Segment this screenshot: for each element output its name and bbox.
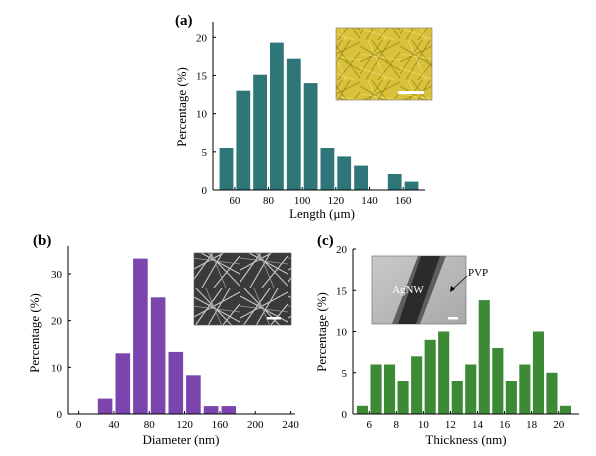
panel-c-ytick-label: 15: [336, 285, 348, 297]
panel-c-xtick-label: 6: [366, 419, 372, 431]
panel-a-bar-6: [320, 148, 335, 190]
panel-c-scale-bar: [448, 317, 458, 320]
panel-c-bar-5: [424, 339, 436, 415]
panel-a-xtick-label: 140: [361, 195, 378, 207]
panel-c-ticks: 6 8 10 12 14 16 18 20 0 5 10 15 20: [336, 244, 565, 431]
panel-c-bar-6: [438, 331, 450, 414]
panel-a-bar-0: [219, 148, 234, 190]
panel-c-bar-3: [397, 381, 409, 414]
inset-label-pvp: PVP: [468, 267, 488, 279]
panel-c-bar-10: [492, 348, 504, 414]
panel-b-xtick-label: 40: [108, 419, 120, 431]
panel-c-thickness-histogram: (c) 6 8 10 12 14 16 18 20 0 5 10 15 20 Thickness (nm…: [314, 233, 579, 447]
panel-a-bar-7: [337, 156, 352, 190]
panel-c-ytick-label: 20: [336, 244, 348, 256]
panel-c-xtick-label: 16: [499, 419, 511, 431]
panel-c-bar-9: [478, 300, 490, 414]
panel-a-bars: [219, 42, 419, 191]
panel-a-xtick-label: 100: [294, 195, 311, 207]
panel-b-xtick-label: 80: [144, 419, 156, 431]
panel-c-bar-0: [356, 405, 368, 415]
panel-b-bar-6: [203, 406, 219, 414]
panel-c-bar-14: [546, 372, 558, 415]
panel-a-length-histogram: (a) 60 80 100 120 140 160 0 5 10 15 20 Length (μm)…: [174, 13, 433, 221]
panel-b-bar-1: [115, 353, 131, 414]
panel-a-bar-10: [404, 181, 419, 190]
panel-b-scale-bar: [267, 317, 281, 320]
panel-b-bar-3: [150, 297, 166, 414]
panel-c-xtick-label: 12: [445, 419, 456, 431]
panel-c-bar-13: [532, 331, 544, 414]
panel-a-ytick-label: 0: [202, 185, 208, 197]
panel-a-x-label: Length (μm): [289, 206, 355, 221]
panel-c-xtick-label: 14: [472, 419, 484, 431]
panel-a-bar-8: [354, 165, 368, 190]
panel-c-bar-12: [519, 364, 531, 414]
panel-b-ytick-label: 30: [51, 269, 63, 281]
pvp-arrow: [451, 275, 468, 291]
panel-b-y-label: Percentage (%): [27, 293, 42, 373]
pvp-arrowhead: [450, 286, 455, 292]
panel-a-bar-1: [236, 90, 251, 190]
panel-b-ticks: 0 40 80 120 160 200 240 0 10 20 30: [51, 269, 299, 431]
panel-b-xtick-label: 200: [247, 419, 264, 431]
panel-c-bar-11: [505, 381, 517, 414]
panel-a-bar-4: [286, 58, 301, 191]
panel-b-inset-sem: [193, 252, 292, 326]
panel-c-xtick-label: 10: [418, 419, 430, 431]
panel-b-xtick-label: 120: [176, 419, 193, 431]
panel-b-bar-7: [221, 406, 237, 414]
panel-c-ytick-label: 10: [336, 327, 348, 339]
panel-b-ytick-label: 20: [51, 316, 63, 328]
panel-b-bar-0: [97, 398, 113, 414]
panel-b-bars: [97, 258, 237, 414]
panel-a-ticks: 60 80 100 120 140 160 0 5 10 15 20: [196, 32, 412, 207]
panel-c-x-label: Thickness (nm): [425, 432, 506, 447]
panel-c-ytick-label: 5: [342, 368, 348, 380]
panel-c-bars: [356, 300, 571, 415]
panel-b-diameter-histogram: (b) 0 40 80 120 160 200 240 0 10 20 30 Diameter (n…: [27, 233, 299, 447]
panel-a-bar-5: [303, 83, 318, 190]
panel-a-xtick-label: 80: [263, 195, 275, 207]
panel-b-xtick-label: 0: [76, 419, 82, 431]
panel-c-bar-1: [370, 364, 382, 414]
panel-a-xtick-label: 60: [229, 195, 241, 207]
panel-c-y-label: Percentage (%): [314, 292, 329, 372]
panel-a-bar-3: [270, 42, 284, 190]
panel-label-b: (b): [33, 233, 51, 249]
panel-c-xtick-label: 8: [394, 419, 400, 431]
panel-b-x-label: Diameter (nm): [143, 432, 220, 447]
panel-a-inset-micrograph: [335, 27, 433, 101]
panel-c-ytick-label: 0: [342, 409, 348, 421]
panel-b-xtick-label: 160: [212, 419, 229, 431]
panel-label-c: (c): [317, 233, 334, 249]
panel-c-bar-7: [451, 381, 463, 414]
panel-a-bar-9: [387, 174, 402, 190]
panel-c-bar-8: [465, 364, 477, 414]
panel-b-bar-4: [168, 351, 184, 414]
panel-a-scale-bar: [398, 91, 424, 94]
panel-a-ytick-label: 5: [202, 147, 208, 159]
panel-b-xtick-label: 240: [282, 419, 299, 431]
panel-c-bar-4: [411, 356, 423, 415]
panel-c-xtick-label: 18: [526, 419, 538, 431]
panel-a-xtick-label: 120: [328, 195, 345, 207]
panel-b-ytick-label: 0: [57, 409, 63, 421]
panel-b-ytick-label: 10: [51, 362, 63, 374]
panel-c-xtick-label: 20: [553, 419, 565, 431]
panel-c-bar-15: [559, 405, 571, 415]
panel-a-ytick-label: 15: [196, 70, 208, 82]
panel-a-ytick-label: 10: [196, 109, 208, 121]
panel-a-y-label: Percentage (%): [174, 67, 189, 147]
panel-a-bar-2: [253, 74, 267, 190]
panel-c-inset-tem: AgNW: [371, 255, 467, 325]
panel-c-bar-2: [384, 364, 396, 414]
panel-label-a: (a): [175, 13, 193, 29]
panel-a-ytick-label: 20: [196, 32, 208, 44]
inset-label-agnw: AgNW: [392, 284, 424, 296]
panel-b-bar-5: [186, 375, 201, 414]
panel-b-bar-2: [133, 258, 148, 414]
panel-a-xtick-label: 160: [395, 195, 412, 207]
